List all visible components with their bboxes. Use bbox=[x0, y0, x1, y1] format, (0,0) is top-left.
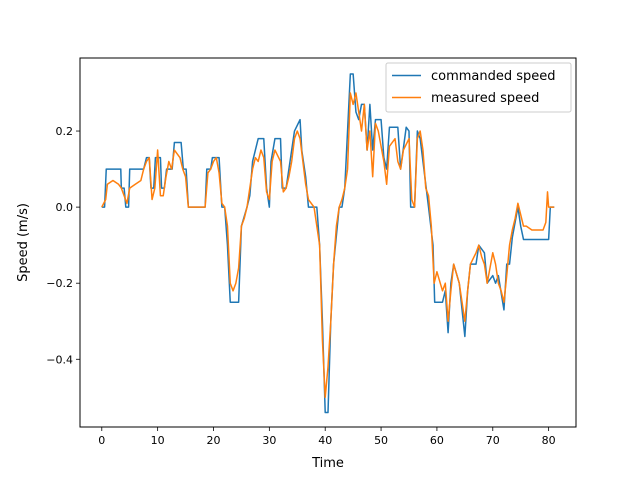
x-tick-label: 40 bbox=[318, 434, 332, 447]
legend-box bbox=[385, 62, 572, 113]
x-tick-label: 20 bbox=[206, 434, 220, 447]
x-tick-label: 70 bbox=[486, 434, 500, 447]
y-axis-label: Speed (m/s) bbox=[16, 203, 31, 282]
x-axis-label: Time bbox=[311, 456, 344, 471]
y-tick-label: −0.2 bbox=[46, 277, 73, 290]
y-tick-label: 0.2 bbox=[56, 125, 74, 138]
legend-label-commanded-speed: commanded speed bbox=[431, 69, 556, 84]
axes-frame bbox=[79, 57, 577, 428]
x-tick-label: 30 bbox=[262, 434, 276, 447]
y-tick-label: −0.4 bbox=[46, 353, 73, 366]
legend-label-measured-speed: measured speed bbox=[431, 91, 539, 106]
y-axis-ticks: −0.4 −0.2 0.0 0.2 bbox=[46, 125, 80, 366]
x-tick-label: 10 bbox=[151, 434, 165, 447]
y-tick-label: 0.0 bbox=[56, 201, 74, 214]
x-tick-label: 50 bbox=[374, 434, 388, 447]
series-line-measured-speed bbox=[101, 92, 555, 399]
x-axis-ticks: 0 10 20 30 40 50 60 70 80 bbox=[98, 427, 556, 447]
plot-lines bbox=[101, 73, 555, 414]
x-tick-label: 0 bbox=[98, 434, 105, 447]
legend: commanded speed measured speed bbox=[385, 62, 572, 113]
x-tick-label: 80 bbox=[542, 434, 556, 447]
x-tick-label: 60 bbox=[430, 434, 444, 447]
